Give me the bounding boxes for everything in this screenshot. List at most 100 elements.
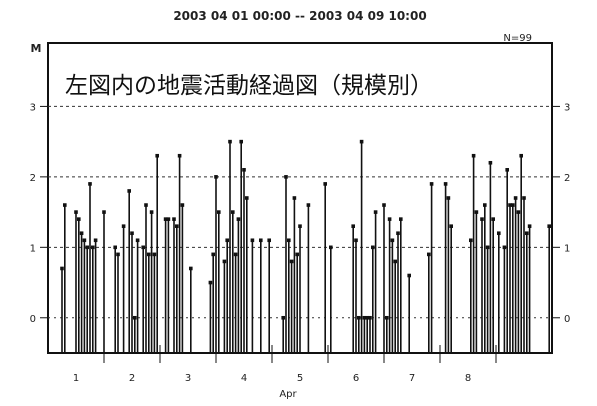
x-tick-label: 2 [129, 373, 135, 384]
event-marker [359, 139, 364, 144]
event-marker [60, 266, 64, 271]
event-marker [127, 189, 131, 193]
event-marker [177, 153, 182, 158]
event-marker [225, 238, 229, 243]
event-marker [365, 315, 369, 320]
event-marker [427, 252, 431, 257]
event-marker [287, 238, 291, 243]
event-marker [141, 245, 145, 250]
event-marker [222, 259, 227, 264]
x-tick-labels: 1 2 3 4 5 6 7 8 [73, 345, 497, 384]
event-marker [284, 175, 288, 179]
event-marker [387, 217, 392, 221]
event-marker [144, 203, 148, 207]
event-marker [113, 245, 117, 250]
y-tick-label-left: 3 [30, 102, 36, 113]
y-tick-labels: 0 0 1 1 2 2 3 3 [30, 102, 571, 324]
event-marker [239, 139, 243, 144]
event-marker [368, 315, 372, 320]
event-marker [133, 315, 137, 320]
event-marker [211, 252, 215, 257]
event-marker [135, 238, 140, 243]
event-marker [488, 160, 493, 165]
event-marker [382, 203, 386, 207]
event-marker [250, 238, 255, 243]
x-tick-label: 6 [353, 373, 359, 384]
event-marker [522, 196, 526, 200]
event-marker [516, 210, 521, 214]
event-marker [82, 238, 87, 243]
event-marker [77, 217, 81, 221]
event-marker [527, 224, 532, 228]
y-tick-label-right: 2 [564, 173, 570, 184]
event-marker [483, 203, 487, 207]
event-marker [175, 224, 179, 228]
event-marker [79, 231, 84, 236]
event-marker [446, 196, 451, 200]
y-tick-label-right: 3 [564, 102, 570, 113]
y-tick-label-left: 0 [30, 314, 36, 325]
event-marker [281, 315, 285, 320]
event-marker [385, 315, 389, 320]
x-tick-label: 5 [297, 373, 303, 384]
event-marker [85, 245, 89, 250]
event-marker [267, 238, 271, 243]
event-marker [429, 182, 434, 186]
event-marker [519, 153, 523, 158]
y-tick-label-right: 1 [564, 243, 570, 254]
event-marker [371, 245, 375, 250]
event-marker [149, 210, 154, 214]
chart-title: 2003 04 01 00:00 -- 2003 04 09 10:00 [173, 9, 426, 23]
event-marker [449, 224, 453, 228]
event-marker [214, 175, 218, 179]
event-marker [306, 203, 311, 207]
event-marker [399, 217, 403, 221]
event-marker [480, 217, 484, 221]
x-tick-label: 3 [185, 373, 191, 384]
event-marker [298, 224, 302, 228]
event-stems [60, 139, 551, 352]
event-marker [147, 252, 151, 257]
y-tick-label-left: 2 [30, 173, 36, 184]
x-tick-label: 4 [241, 373, 247, 384]
event-marker [116, 252, 120, 257]
event-marker [236, 217, 241, 221]
event-marker [508, 203, 512, 207]
event-marker [474, 210, 479, 214]
event-marker [354, 238, 358, 243]
event-marker [351, 224, 355, 228]
event-marker [289, 259, 294, 264]
event-marker [390, 238, 395, 243]
event-marker [443, 182, 448, 186]
event-marker [217, 210, 221, 214]
event-marker [130, 231, 134, 236]
chart-annotation: 左図内の地震活動経過図（規模別） [65, 73, 433, 99]
x-axis-label: Apr [279, 389, 297, 400]
x-tick-label: 7 [409, 373, 415, 384]
event-marker [259, 238, 263, 243]
event-marker [231, 210, 235, 214]
event-marker [189, 266, 193, 271]
event-marker [152, 252, 157, 257]
event-marker [242, 168, 246, 172]
event-marker [163, 217, 168, 221]
event-marker [407, 273, 411, 278]
event-marker [63, 203, 67, 207]
event-marker [102, 210, 106, 214]
event-marker [373, 210, 378, 214]
count-label: N=99 [503, 33, 532, 44]
event-marker [228, 139, 232, 144]
x-tick-label: 1 [73, 373, 79, 384]
event-marker [491, 217, 495, 221]
event-marker [166, 217, 171, 221]
event-marker [547, 224, 551, 228]
event-marker [497, 231, 501, 236]
event-marker [295, 252, 299, 257]
event-marker [357, 315, 361, 320]
event-marker [74, 210, 78, 214]
event-marker [180, 203, 185, 207]
event-marker [93, 238, 98, 243]
y-tick-label-right: 0 [564, 314, 570, 325]
event-marker [329, 245, 333, 250]
